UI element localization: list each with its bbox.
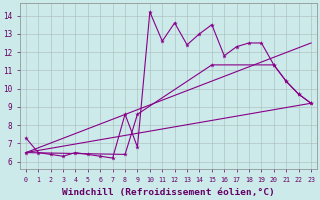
X-axis label: Windchill (Refroidissement éolien,°C): Windchill (Refroidissement éolien,°C) (62, 188, 275, 197)
